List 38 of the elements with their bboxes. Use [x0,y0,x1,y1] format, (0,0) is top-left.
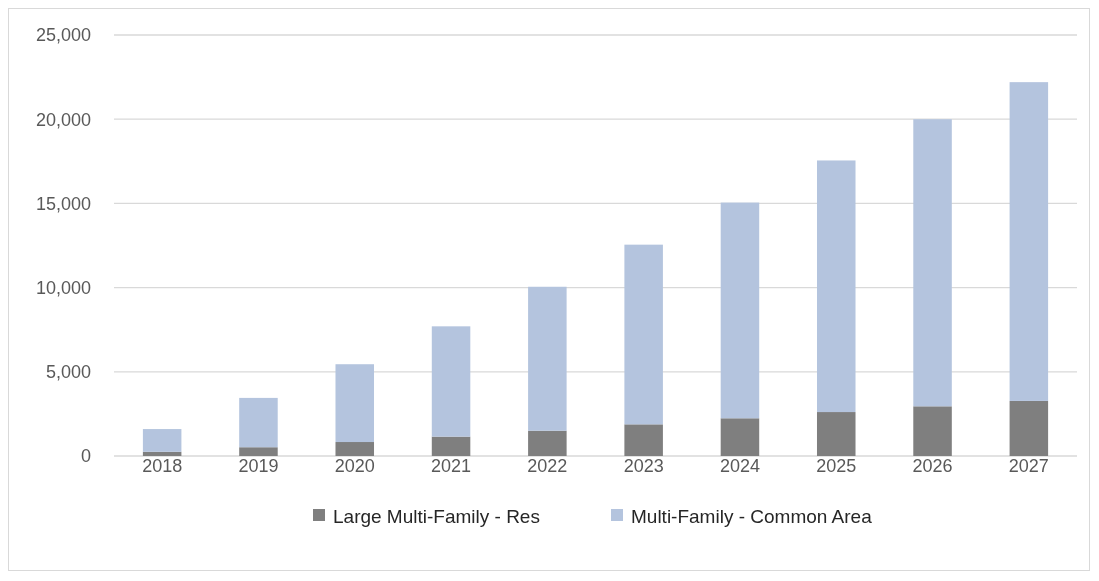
bar [720,418,760,456]
bar [335,442,375,456]
bar [335,364,375,443]
x-tick-label: 2019 [238,456,279,476]
y-tick-label: 25,000 [35,25,91,46]
x-tick-label: 2021 [431,456,472,476]
bar [1009,400,1049,456]
bar [142,451,182,456]
bar [528,286,567,431]
x-tick-label: 2022 [527,456,568,476]
y-tick-label: 20,000 [35,109,91,130]
legend-label: Large Multi-Family - Res [333,505,540,527]
bar [624,424,663,456]
bar [431,326,471,437]
bar [528,430,567,456]
bar [913,406,952,456]
y-tick-label: 5,000 [45,362,91,383]
bar [913,119,952,407]
bar [239,447,278,456]
legend-label: Multi-Family - Common Area [631,505,873,527]
y-tick-label: 10,000 [35,277,91,298]
x-tick-label: 2023 [623,456,664,476]
bar [1009,82,1049,401]
y-tick-label: 15,000 [35,193,91,214]
y-tick-label: 0 [80,446,91,467]
bar [239,397,278,448]
x-tick-label: 2025 [816,456,857,476]
x-tick-label: 2018 [142,456,183,476]
x-tick-label: 2026 [912,456,953,476]
bar [816,160,856,413]
x-tick-label: 2024 [719,456,760,476]
bar [624,244,663,425]
bar [142,429,182,452]
x-tick-label: 2020 [334,456,375,476]
x-tick-label: 2027 [1008,456,1049,476]
bar [720,202,760,419]
bar [816,412,856,456]
bar [431,436,471,456]
